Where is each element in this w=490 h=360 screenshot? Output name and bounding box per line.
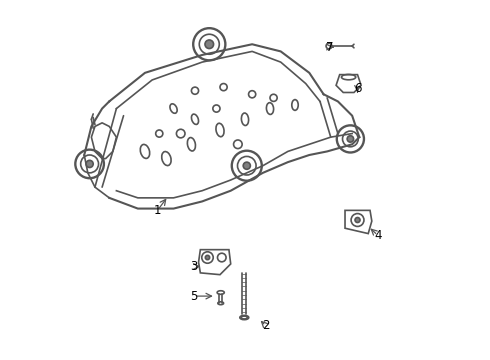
Circle shape xyxy=(86,160,93,167)
Text: 1: 1 xyxy=(154,204,161,217)
Polygon shape xyxy=(198,249,231,275)
Polygon shape xyxy=(336,75,361,93)
Circle shape xyxy=(347,136,354,142)
Text: 2: 2 xyxy=(262,319,270,332)
Circle shape xyxy=(205,255,210,260)
Polygon shape xyxy=(345,210,372,234)
Text: 7: 7 xyxy=(326,41,334,54)
Circle shape xyxy=(243,162,250,169)
Text: 3: 3 xyxy=(191,260,198,273)
Text: 4: 4 xyxy=(374,229,382,242)
Circle shape xyxy=(355,217,360,222)
Text: 5: 5 xyxy=(191,289,198,303)
Text: 6: 6 xyxy=(354,82,361,95)
Circle shape xyxy=(205,40,214,49)
